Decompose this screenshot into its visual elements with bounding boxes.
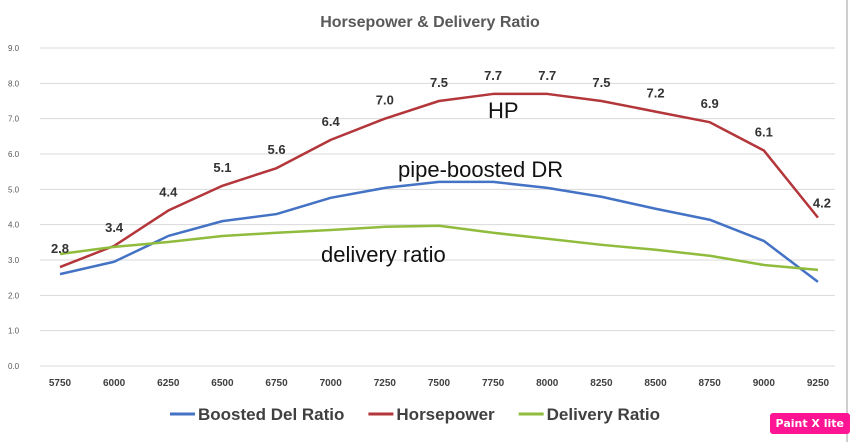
x-tick-label: 6500: [211, 378, 234, 389]
y-tick-label: 3.0: [8, 256, 20, 265]
y-tick-label: 5.0: [8, 185, 20, 194]
x-tick-label: 7500: [428, 378, 451, 389]
chart-title: Horsepower & Delivery Ratio: [320, 14, 540, 31]
data-label: 7.2: [647, 86, 665, 101]
x-tick-label: 7000: [320, 378, 343, 389]
data-label: 5.1: [213, 160, 231, 175]
x-tick-label: 9250: [807, 378, 830, 389]
x-tick-label: 6750: [265, 378, 288, 389]
y-tick-label: 8.0: [8, 79, 20, 88]
data-label: 7.7: [484, 68, 502, 83]
window-border: [846, 0, 848, 442]
data-label: 4.2: [813, 196, 831, 211]
y-tick-label: 2.0: [8, 291, 20, 300]
watermark-badge: Paint X lite: [769, 413, 850, 434]
y-tick-label: 4.0: [8, 221, 20, 230]
data-label: 6.1: [755, 124, 773, 139]
data-label: 2.8: [51, 241, 69, 256]
y-tick-label: 9.0: [8, 44, 20, 53]
annotation-pipe-boosted-dr: pipe-boosted DR: [398, 157, 563, 182]
data-label: 7.5: [430, 75, 448, 90]
x-tick-label: 9000: [753, 378, 776, 389]
data-label: 5.6: [268, 142, 286, 157]
x-tick-label: 8500: [644, 378, 667, 389]
y-tick-label: 1.0: [8, 327, 20, 336]
x-tick-label: 8750: [699, 378, 722, 389]
y-tick-label: 6.0: [8, 150, 20, 159]
data-label: 7.5: [592, 75, 610, 90]
data-label: 7.7: [538, 68, 556, 83]
x-tick-label: 8000: [536, 378, 559, 389]
data-label: 6.9: [701, 96, 719, 111]
legend-label: Horsepower: [396, 405, 495, 424]
legend-label: Boosted Del Ratio: [198, 405, 344, 424]
x-tick-label: 8250: [590, 378, 613, 389]
series-line-horsepower: [59, 92, 819, 269]
y-tick-label: 7.0: [8, 115, 20, 124]
data-label: 3.4: [105, 220, 124, 235]
annotation-hp: HP: [488, 98, 519, 123]
y-tick-label: 0.0: [8, 362, 20, 371]
x-tick-label: 5750: [49, 378, 72, 389]
series-line-boosted-del-ratio: [59, 180, 819, 283]
data-label: 7.0: [376, 93, 394, 108]
annotation-delivery-ratio: delivery ratio: [321, 242, 446, 267]
x-tick-label: 7750: [482, 378, 505, 389]
x-tick-label: 7250: [374, 378, 397, 389]
x-tick-label: 6250: [157, 378, 180, 389]
series-line-delivery-ratio: [59, 224, 819, 272]
x-tick-label: 6000: [103, 378, 126, 389]
legend-label: Delivery Ratio: [547, 405, 660, 424]
data-label: 6.4: [322, 114, 341, 129]
data-label: 4.4: [159, 185, 178, 200]
